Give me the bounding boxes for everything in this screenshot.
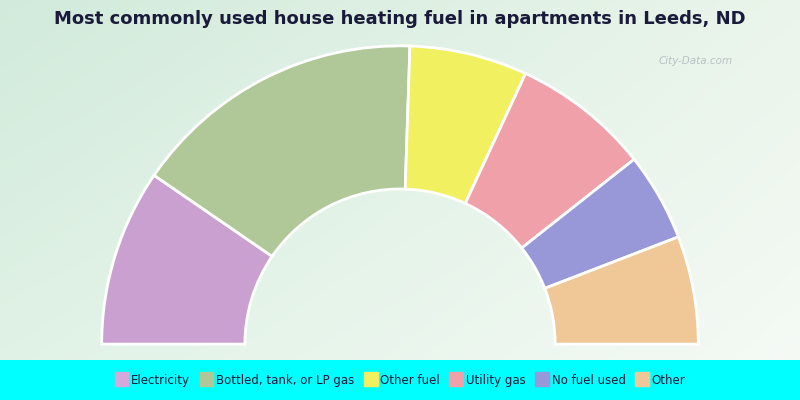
Text: City-Data.com: City-Data.com (659, 56, 733, 66)
Legend: Electricity, Bottled, tank, or LP gas, Other fuel, Utility gas, No fuel used, Ot: Electricity, Bottled, tank, or LP gas, O… (110, 370, 690, 392)
Wedge shape (154, 46, 410, 256)
Wedge shape (545, 237, 698, 344)
Text: Most commonly used house heating fuel in apartments in Leeds, ND: Most commonly used house heating fuel in… (54, 10, 746, 28)
Wedge shape (522, 159, 678, 288)
Wedge shape (405, 46, 526, 204)
Wedge shape (466, 74, 634, 248)
Wedge shape (102, 175, 272, 344)
